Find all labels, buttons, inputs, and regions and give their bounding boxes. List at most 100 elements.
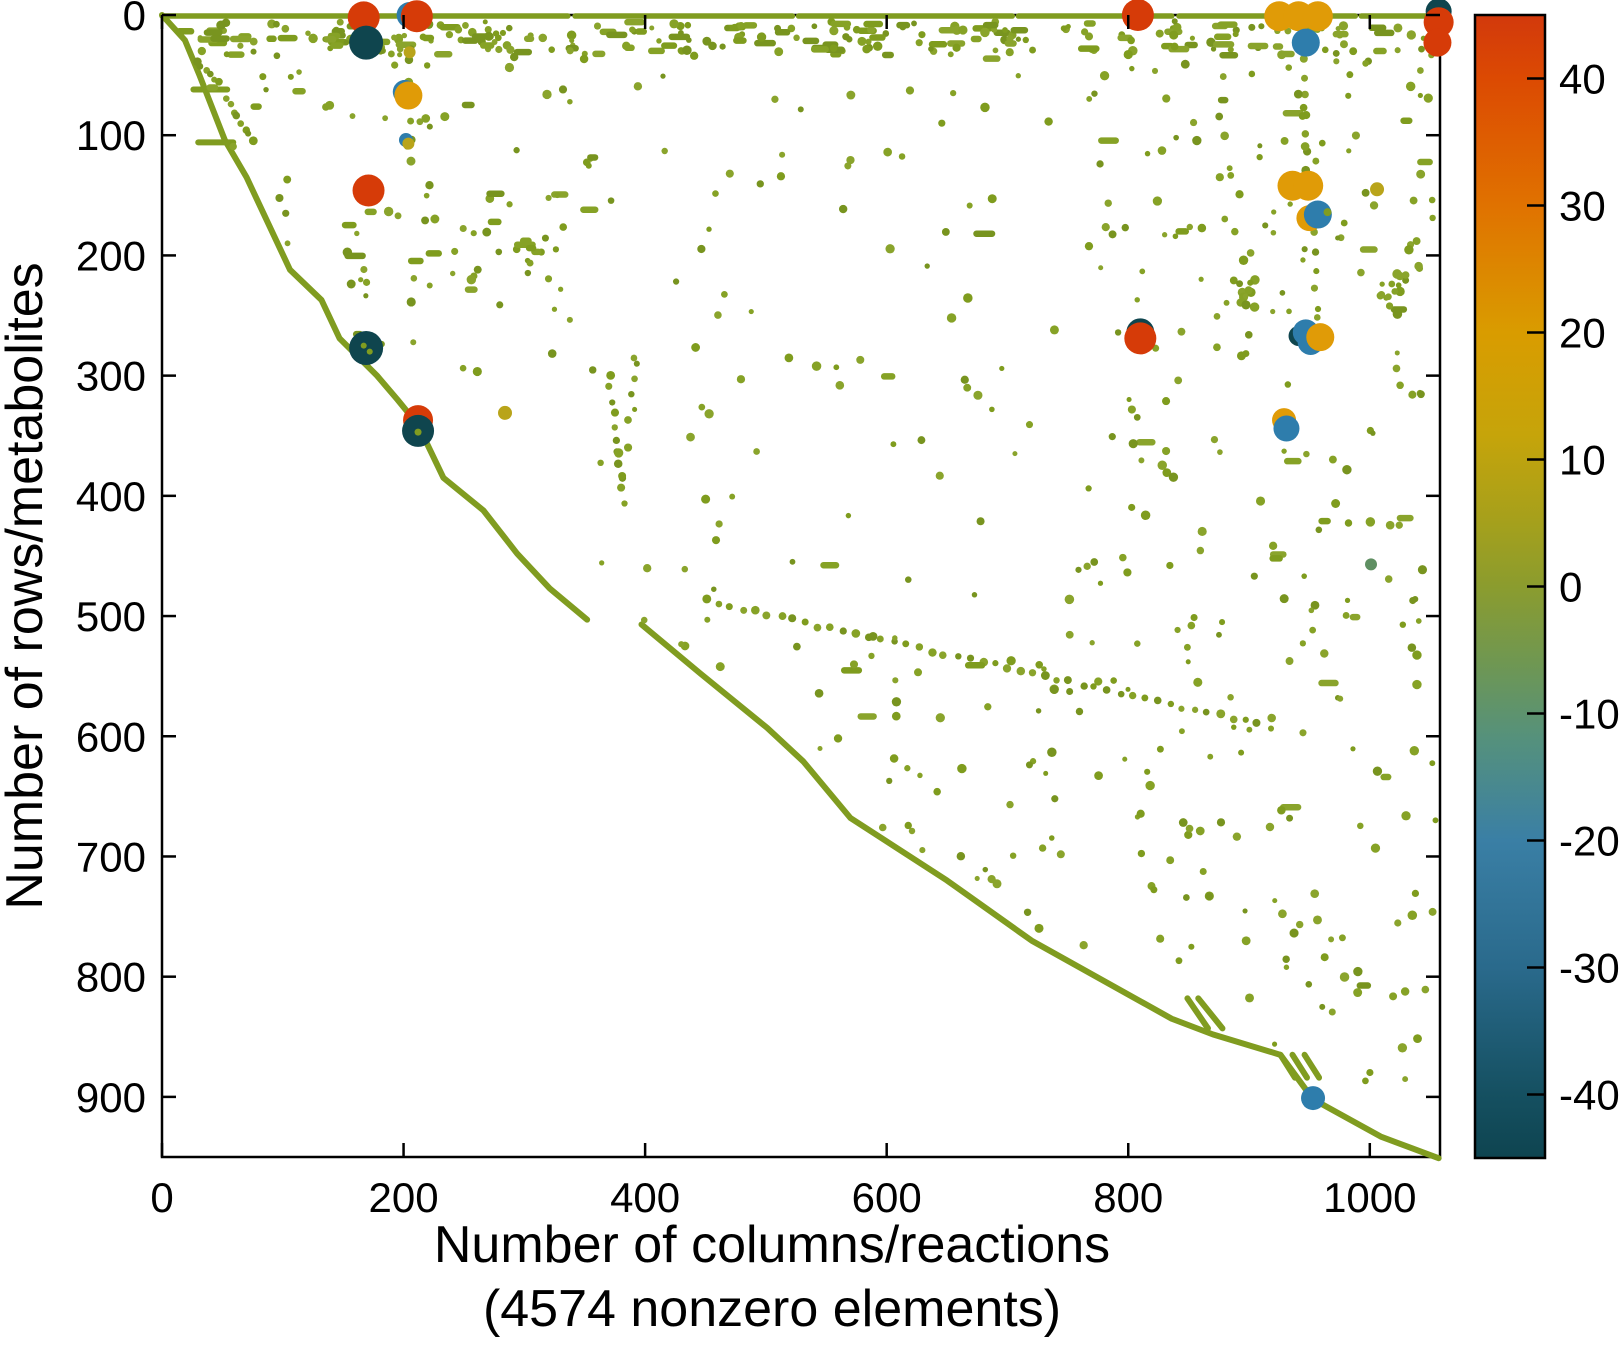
nonzero-dash [881, 51, 894, 59]
nonzero-dot [678, 641, 685, 648]
nonzero-dot [952, 43, 961, 52]
nonzero-dot [308, 33, 318, 44]
nonzero-dot [1139, 268, 1146, 275]
nonzero-dash [1373, 29, 1395, 37]
nonzero-dot [1183, 894, 1190, 901]
nonzero-dot [661, 147, 668, 155]
nonzero-dot [547, 349, 557, 358]
nonzero-dot [1023, 908, 1032, 917]
trail-dot [1267, 725, 1275, 732]
nonzero-dot [1219, 73, 1227, 80]
trail-dot [207, 70, 214, 78]
nonzero-dash [661, 42, 678, 49]
y-tick-label: 100 [76, 112, 146, 159]
trail-dot [778, 612, 787, 620]
nonzero-dot [1414, 261, 1423, 271]
nonzero-dot [963, 383, 972, 392]
nonzero-dot [1372, 766, 1383, 776]
trail-dot [1141, 694, 1149, 702]
nonzero-dot [1015, 36, 1022, 42]
nonzero-dot [1022, 36, 1029, 44]
y-tick-label: 900 [76, 1074, 146, 1121]
nonzero-dot [472, 366, 482, 377]
nonzero-dot [1250, 572, 1258, 580]
nonzero-dot [987, 874, 996, 884]
nonzero-dot [737, 22, 745, 30]
trail-dot [612, 436, 621, 445]
nonzero-dot [1177, 327, 1186, 336]
nonzero-dot [1285, 64, 1292, 71]
nonzero-dot [607, 197, 615, 204]
nonzero-dot [1242, 293, 1249, 299]
nonzero-dot [482, 227, 492, 237]
nonzero-dot [1333, 58, 1340, 65]
colorbar-tick-label: -40 [1559, 1072, 1620, 1119]
nonzero-dot [1238, 255, 1249, 265]
nonzero-dot [1219, 619, 1226, 626]
nonzero-dot [558, 85, 568, 94]
nonzero-dot [935, 471, 944, 480]
coefficient-marker-goldolive [403, 46, 416, 59]
nonzero-dot [1015, 73, 1021, 79]
coefficient-marker-teal [349, 330, 384, 365]
colorbar-tick-label: 30 [1559, 183, 1606, 230]
nonzero-dot [1365, 517, 1376, 527]
trail-dot [610, 408, 620, 417]
nonzero-dot [566, 47, 574, 55]
nonzero-dot [421, 114, 431, 123]
nonzero-dot [1162, 446, 1171, 456]
nonzero-dot [811, 361, 822, 371]
nonzero-dot [946, 313, 957, 323]
trail-dot [1314, 305, 1322, 313]
nonzero-dot [1339, 40, 1348, 49]
colorbar-tick-label: 40 [1559, 56, 1606, 103]
nonzero-dot [1344, 519, 1353, 527]
nonzero-dot [1417, 390, 1425, 399]
nonzero-dot [691, 343, 700, 352]
nonzero-dot [1162, 94, 1171, 103]
nonzero-dot [1215, 173, 1224, 182]
nonzero-dot [849, 660, 859, 669]
nonzero-dot [1279, 594, 1289, 604]
trail-dot [232, 111, 241, 120]
nonzero-dot [715, 520, 723, 528]
x-tick-label: 0 [150, 1174, 173, 1221]
nonzero-dash [479, 42, 495, 49]
nonzero-dash [938, 26, 960, 34]
nonzero-dot [1089, 640, 1095, 646]
nonzero-dot [1084, 242, 1094, 251]
nonzero-dash [810, 46, 829, 53]
y-tick-label: 600 [76, 713, 146, 760]
nonzero-dot [1313, 314, 1321, 321]
nonzero-dash [857, 713, 877, 720]
nonzero-dot [1366, 1068, 1374, 1077]
coefficient-marker-goldolive [402, 137, 415, 150]
nonzero-dot [892, 635, 898, 641]
trail-dot [1252, 718, 1261, 727]
nonzero-dot [890, 441, 897, 448]
nonzero-dot [974, 875, 980, 881]
trail-dot [1191, 706, 1199, 713]
nonzero-dot [1207, 753, 1214, 760]
trail-dot [223, 95, 230, 102]
nonzero-dot [459, 364, 467, 372]
nonzero-dot [811, 23, 818, 30]
nonzero-dash [1332, 30, 1349, 38]
nonzero-dot [633, 360, 640, 367]
nonzero-dash [928, 41, 948, 48]
nonzero-dot [628, 390, 635, 398]
trail-dot [702, 594, 712, 604]
nonzero-dot [1043, 770, 1049, 776]
nonzero-dot [868, 631, 878, 641]
trail-dot [1311, 248, 1320, 256]
nonzero-dot [1404, 245, 1414, 255]
trail-dot [237, 120, 245, 127]
colorbar-tick-label: 10 [1559, 437, 1606, 484]
nonzero-dot [1432, 817, 1439, 824]
nonzero-dot [358, 277, 364, 283]
y-axis-label: Number of rows/metabolites [0, 262, 54, 909]
nonzero-dot [756, 32, 767, 42]
nonzero-dot [1423, 93, 1433, 103]
nonzero-dot [1353, 966, 1363, 977]
nonzero-dot [1320, 649, 1329, 658]
